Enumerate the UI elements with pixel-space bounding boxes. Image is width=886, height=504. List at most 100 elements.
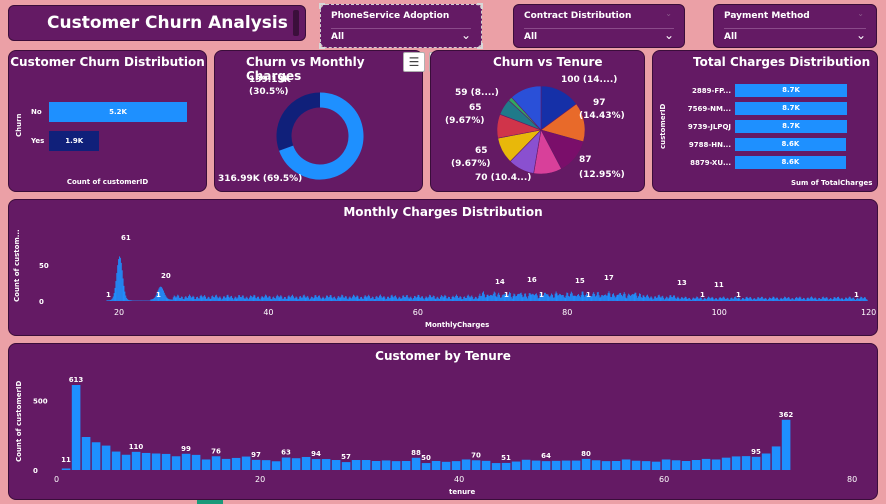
histogram-bar <box>479 293 481 301</box>
histogram-bar <box>547 294 549 301</box>
total-charges-card[interactable]: Total Charges Distribution customerID 28… <box>652 50 878 192</box>
histogram-bar <box>651 297 653 301</box>
histogram-bar <box>638 296 640 301</box>
histogram-bar <box>162 288 163 301</box>
churn-monthly-card[interactable]: Churn vs Monthly Charges 139.13K (30.5%)… <box>214 50 423 192</box>
histogram-bar <box>303 294 305 301</box>
filter-icon[interactable]: ☰ <box>403 52 425 72</box>
histogram-bar <box>682 297 683 301</box>
corner-handle[interactable] <box>477 3 483 9</box>
histogram-bar <box>586 293 588 301</box>
histogram-bar <box>208 297 210 301</box>
histogram-bar <box>804 299 806 301</box>
slicer-value[interactable]: All <box>724 32 738 42</box>
phoneservice-slicer[interactable]: PhoneService Adoption All ⌄ <box>319 3 483 49</box>
donut-label-yes-value: 139.13K <box>249 75 291 85</box>
histogram-bar <box>335 298 336 301</box>
total-charges-bar[interactable]: 8.6K <box>735 156 846 169</box>
histogram-bar <box>660 297 662 301</box>
histogram-bar <box>315 294 317 301</box>
histogram-bar <box>191 297 193 301</box>
histogram-bar <box>311 297 313 301</box>
histogram-bar <box>121 270 123 301</box>
tenure-card[interactable]: Customer by Tenure Count of customerID 0… <box>8 343 878 500</box>
pie-label: 59 (8....) <box>455 88 499 98</box>
payment-slicer[interactable]: Payment Method ⌄ All ⌄ <box>713 4 877 48</box>
histogram-bar <box>744 298 746 301</box>
chevron-down-icon[interactable]: ⌄ <box>460 28 471 42</box>
histogram-bar <box>512 296 514 301</box>
histogram-bar <box>594 293 596 301</box>
pie-label: 65 <box>469 103 482 113</box>
slicer-value[interactable]: All <box>331 32 345 42</box>
histogram-bar <box>464 296 466 301</box>
histogram-bar <box>465 297 466 301</box>
histogram-bar <box>628 293 630 301</box>
histogram-bar <box>355 296 357 301</box>
histogram-bar <box>573 295 575 301</box>
histogram-bar <box>619 293 621 301</box>
slicer-value[interactable]: All <box>524 32 538 42</box>
donut-chart[interactable] <box>215 51 424 193</box>
pie-chart[interactable] <box>431 51 646 193</box>
histogram-bar <box>439 296 441 301</box>
histogram-bar <box>366 297 368 301</box>
total-charges-bar[interactable]: 8.7K <box>735 120 847 133</box>
histogram-bar <box>468 296 470 301</box>
pie-label: 87 <box>579 155 592 165</box>
histogram-bar <box>484 297 486 301</box>
histogram-bar <box>837 297 839 301</box>
histogram-bar <box>812 298 814 301</box>
churn-distribution-card[interactable]: Customer Churn Distribution Churn No Yes… <box>8 50 207 192</box>
histogram-bar <box>808 298 810 301</box>
total-charges-bar[interactable]: 8.7K <box>735 102 847 115</box>
histogram-bar <box>249 295 251 301</box>
histogram-bar <box>164 294 166 301</box>
histogram-bar <box>153 298 155 301</box>
histogram-bar <box>257 296 259 301</box>
histogram-bar <box>672 297 674 301</box>
total-charges-bar[interactable]: 8.7K <box>735 84 847 97</box>
chevron-down-icon[interactable]: ⌄ <box>855 28 866 42</box>
x-axis-label: Sum of TotalCharges <box>791 179 873 187</box>
page-tab-indicator[interactable] <box>197 500 223 504</box>
pie-label: 70 (10.4...) <box>475 173 532 183</box>
monthly-dist-card[interactable]: Monthly Charges Distribution Count of cu… <box>8 199 878 336</box>
histogram-bar <box>716 299 718 301</box>
histogram-bar <box>716 298 717 301</box>
tenure-bar <box>551 460 561 470</box>
tenure-bar <box>321 459 331 470</box>
histogram-bar <box>708 296 709 301</box>
corner-handle[interactable] <box>319 3 325 9</box>
histogram-bar <box>310 296 312 301</box>
churn-bar-no[interactable]: 5.2K <box>49 102 187 122</box>
histogram-bar <box>678 298 680 301</box>
churn-bar-yes[interactable]: 1.9K <box>49 131 100 151</box>
category-label: 2889-FP... <box>692 87 731 95</box>
histogram-bar <box>232 297 233 301</box>
histogram-bar <box>334 296 336 301</box>
title-scrollbar[interactable] <box>293 10 299 36</box>
histogram-bar <box>247 298 249 301</box>
histogram-bar <box>690 299 691 301</box>
histogram-bar <box>413 298 414 301</box>
histogram-bar <box>128 299 129 301</box>
histogram-bar <box>764 298 766 301</box>
churn-tenure-card[interactable]: Churn vs Tenure 100 (14....) 97 (14.43%)… <box>430 50 645 192</box>
total-charges-bar[interactable]: 8.6K <box>735 138 846 151</box>
chevron-down-icon[interactable]: ⌄ <box>663 28 674 42</box>
histogram-bar <box>782 299 784 301</box>
histogram-bar <box>292 296 294 301</box>
corner-handle[interactable] <box>477 43 483 49</box>
x-axis-label: Count of customerID <box>66 178 149 186</box>
histogram-bar <box>312 298 314 301</box>
contract-slicer[interactable]: Contract Distribution ⌄ All ⌄ <box>513 4 685 48</box>
histogram-bar <box>232 299 234 301</box>
histogram-bar <box>755 299 757 301</box>
histogram-bar <box>525 293 527 301</box>
histogram-data-label: 1 <box>504 291 509 299</box>
corner-handle[interactable] <box>319 43 325 49</box>
histogram-bar <box>809 298 811 301</box>
